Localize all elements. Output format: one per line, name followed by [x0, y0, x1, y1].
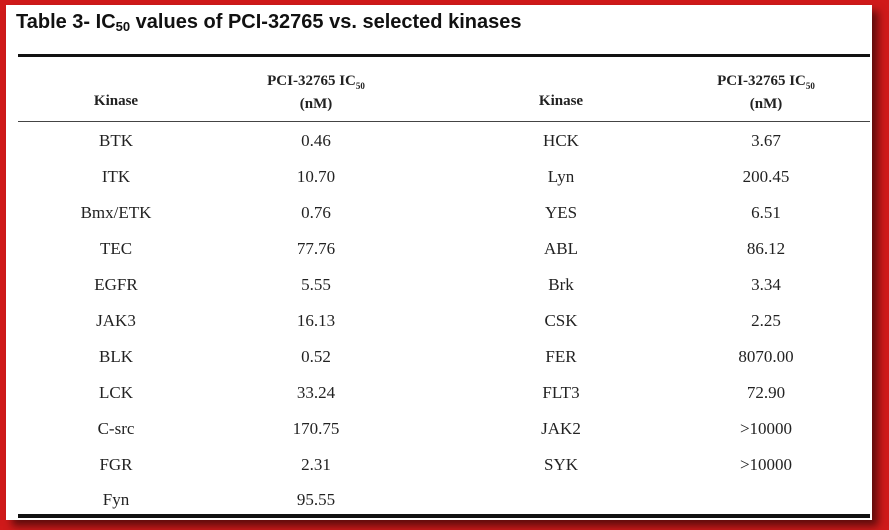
- title-suffix: values of PCI-32765 vs. selected kinases: [130, 11, 522, 33]
- left-kinase-cell: BLK: [99, 347, 133, 366]
- left-value-cell: 0.46: [301, 131, 331, 150]
- left-kinase-cell: JAK3: [96, 311, 136, 330]
- left-value-cell: 0.76: [301, 203, 331, 222]
- header-kinase-right: Kinase: [538, 93, 584, 109]
- left-kinase-cell: ITK: [101, 167, 131, 186]
- right-value-cell: 3.34: [751, 275, 781, 294]
- right-value-cell: 200.45: [742, 167, 790, 186]
- left-kinase-cell: Bmx/ETK: [80, 203, 152, 222]
- right-value-cell: >10000: [739, 455, 793, 474]
- left-value-cell: 95.55: [296, 490, 336, 509]
- right-kinase-cell: Brk: [548, 275, 574, 294]
- left-kinase-cell: C-src: [97, 419, 135, 438]
- right-kinase-cell: YES: [544, 203, 578, 222]
- left-value-cell: 5.55: [301, 275, 331, 294]
- table-bottom-rule: [18, 514, 870, 518]
- header-ic50-left: PCI-32765 IC50 (nM): [231, 72, 401, 113]
- right-kinase-cell: FER: [545, 347, 577, 366]
- left-value-cell: 170.75: [292, 419, 340, 438]
- right-value-cell: 72.90: [746, 383, 786, 402]
- right-value-cell: 6.51: [751, 203, 781, 222]
- right-kinase-cell: ABL: [544, 239, 578, 258]
- right-kinase-cell: SYK: [543, 455, 578, 474]
- left-kinase-cell: LCK: [99, 383, 133, 402]
- right-value-cell: 86.12: [746, 239, 786, 258]
- left-kinase-cell: TEC: [99, 239, 133, 258]
- left-value-cell: 16.13: [296, 311, 336, 330]
- left-kinase-cell: Fyn: [102, 490, 130, 509]
- right-kinase-cell: CSK: [544, 311, 578, 330]
- header-ic50-subscript: 50: [805, 81, 815, 91]
- right-value-cell: 8070.00: [738, 347, 794, 366]
- left-value-cell: 2.31: [301, 455, 331, 474]
- table-title: Table 3- IC50 values of PCI-32765 vs. se…: [16, 11, 521, 34]
- right-kinase-cell: Lyn: [547, 167, 575, 186]
- header-rule: [18, 121, 870, 122]
- header-ic50-right: PCI-32765 IC50 (nM): [681, 72, 851, 113]
- right-value-cell: 2.25: [751, 311, 781, 330]
- left-value-cell: 0.52: [301, 347, 331, 366]
- header-ic50-unit: (nM): [299, 96, 333, 112]
- left-kinase-cell: EGFR: [94, 275, 138, 294]
- left-value-cell: 10.70: [296, 167, 336, 186]
- right-kinase-cell: JAK2: [541, 419, 581, 438]
- title-prefix: Table 3- IC: [16, 11, 116, 33]
- header-ic50-label: PCI-32765 IC: [717, 73, 806, 89]
- header-ic50-unit: (nM): [749, 96, 783, 112]
- right-kinase-cell: FLT3: [542, 383, 580, 402]
- left-kinase-cell: FGR: [99, 455, 133, 474]
- left-value-cell: 77.76: [296, 239, 336, 258]
- right-value-cell: >10000: [739, 419, 793, 438]
- document-frame: Table 3- IC50 values of PCI-32765 vs. se…: [6, 5, 872, 520]
- header-kinase-left: Kinase: [93, 93, 139, 109]
- left-value-cell: 33.24: [296, 383, 336, 402]
- left-kinase-cell: BTK: [99, 131, 133, 150]
- header-ic50-label: PCI-32765 IC: [267, 73, 356, 89]
- right-kinase-cell: HCK: [543, 131, 579, 150]
- title-subscript: 50: [115, 19, 131, 34]
- header-ic50-subscript: 50: [355, 81, 365, 91]
- right-value-cell: 3.67: [751, 131, 781, 150]
- table-top-rule: [18, 54, 870, 57]
